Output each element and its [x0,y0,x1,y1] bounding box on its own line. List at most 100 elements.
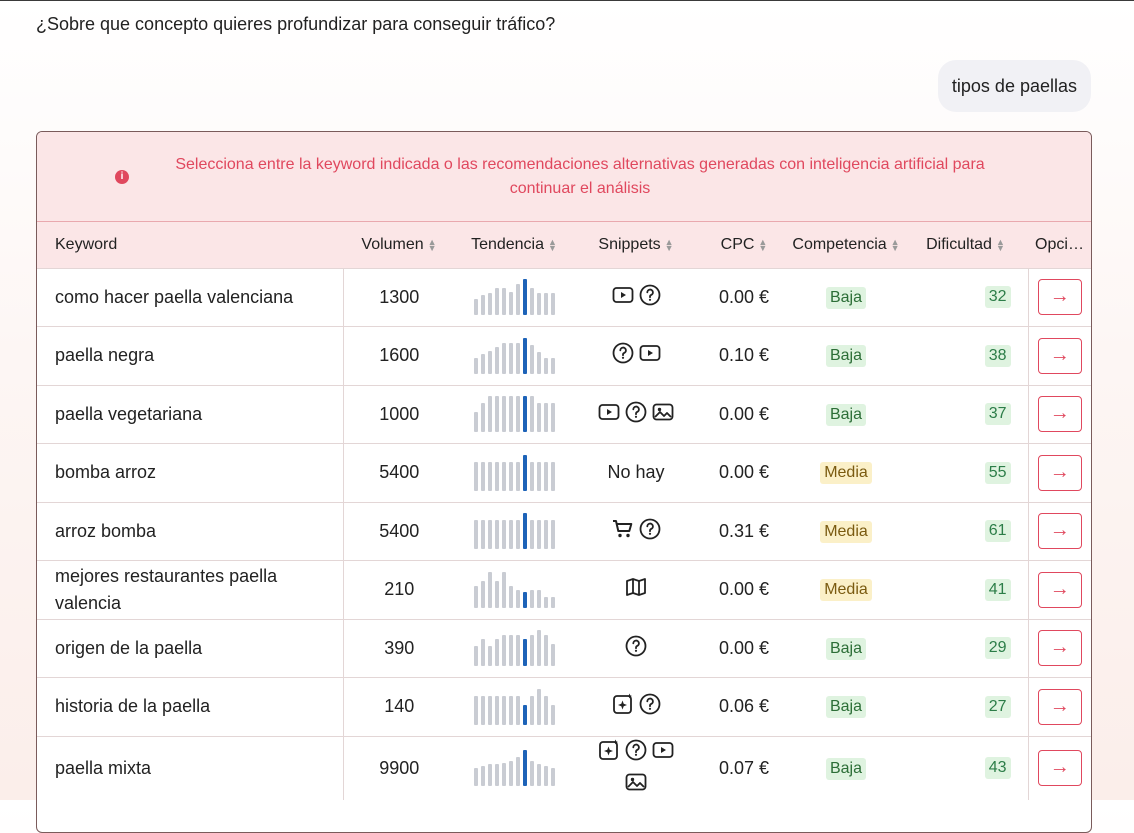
snippets-cell [573,619,699,678]
trend-sparkline [473,750,555,786]
trend-bar [522,337,527,374]
table-row: historia de la paella 140 0.06 € Baja 27… [37,677,1091,737]
difficulty-cell: 43 [903,736,1028,800]
sort-icon[interactable]: ▲ ▼ [664,236,674,253]
trend-bar [536,461,541,491]
snippets-group [596,517,676,546]
snippets-group [596,400,676,429]
video-snippet-icon [611,283,635,312]
keyword-cell: arroz bomba [37,502,344,561]
map-snippet-icon [624,575,648,604]
assistant-question: ¿Sobre que concepto quieres profundizar … [36,14,556,34]
trend-bar [494,288,499,316]
trend-bar [515,284,520,316]
select-keyword-button[interactable]: → [1037,571,1082,608]
competition-badge: Baja [825,286,867,309]
keyword-cell: historia de la paella [37,677,344,736]
keyword-cell: paella mixta [37,736,344,800]
keyword-cell: paella vegetariana [37,385,344,444]
table-row: paella vegetariana 1000 0.00 € Baja 37 → [37,385,1091,444]
options-cell: → [1027,385,1091,444]
trend-bar [515,589,520,608]
volume-cell: 390 [384,637,415,658]
trend-sparkline [473,396,555,433]
column-header-difficulty[interactable]: Dificultad ▲ ▼ [926,235,1005,253]
select-keyword-button[interactable]: → [1037,750,1082,786]
cpc-cell: 0.00 € [718,403,770,424]
arrow-right-icon: → [1049,636,1070,659]
trend-bar [515,461,520,491]
sort-icon[interactable]: ▲ ▼ [890,236,900,253]
competition-cell: Baja [789,619,903,678]
trend-bar [501,288,506,316]
competition-badge: Baja [825,345,867,368]
arrow-right-icon: → [1049,402,1070,425]
select-keyword-button[interactable]: → [1037,454,1082,491]
trend-bar [473,357,478,374]
sort-icon[interactable]: ▲ ▼ [548,236,557,253]
trend-bar [543,403,548,433]
sort-icon[interactable]: ▲ ▼ [995,236,1005,253]
video-snippet-icon [597,400,621,429]
column-header-volume[interactable]: Volumen ▲ ▼ [361,235,437,253]
column-header-snippets[interactable]: Snippets ▲ ▼ [598,235,674,253]
column-header-competition[interactable]: Competencia ▲ ▼ [792,235,900,253]
top-divider [0,0,1134,1]
trend-bar [515,695,520,725]
trend-bar [522,750,527,786]
competition-cell: Baja [789,327,903,386]
trend-cell [455,736,573,800]
trend-bar [494,346,499,374]
competition-badge: Media [820,520,872,543]
trend-cell [455,268,573,327]
cart-snippet-icon [611,517,635,546]
select-keyword-button[interactable]: → [1037,396,1082,433]
trend-bar [501,695,506,725]
trend-bar [508,761,513,786]
trend-bar [508,520,513,550]
options-cell: → [1027,326,1091,385]
trend-cell [455,678,573,737]
question-snippet-icon [638,692,662,721]
difficulty-badge: 55 [984,461,1011,484]
trend-bar [522,639,527,667]
difficulty-cell: 29 [903,619,1028,678]
trend-bar [494,695,499,725]
difficulty-badge: 41 [984,578,1011,601]
trend-bar [515,342,520,374]
select-keyword-button[interactable]: → [1037,337,1082,374]
volume-cell: 1600 [379,345,420,366]
trend-bar [473,768,478,786]
table-row: mejores restaurantes paella valencia 210… [37,560,1091,620]
options-cell: → [1027,677,1091,736]
column-header-trend[interactable]: Tendencia ▲ ▼ [471,235,557,253]
trend-bar [487,520,492,550]
select-keyword-button[interactable]: → [1037,279,1082,316]
trend-bar [536,630,541,667]
volume-cell: 9900 [379,757,420,778]
trend-bar [480,520,485,550]
select-keyword-button[interactable]: → [1037,688,1082,725]
snippets-cell [573,561,699,620]
volume-cell: 5400 [379,462,420,483]
snippets-group [596,634,676,663]
table-row: arroz bomba 5400 0.31 € Media 61 → [37,502,1091,561]
keyword-cell: bomba arroz [37,443,344,502]
volume-cell: 1000 [379,403,420,424]
trend-bar [550,644,555,667]
trend-bar [550,520,555,550]
sort-icon[interactable]: ▲ ▼ [427,236,437,253]
cpc-cell: 0.00 € [718,637,770,658]
column-header-cpc[interactable]: CPC ▲ ▼ [720,235,768,253]
cpc-cell: 0.00 € [718,286,770,307]
snippets-group [596,283,676,312]
trend-bar [473,520,478,550]
select-keyword-button[interactable]: → [1037,513,1082,550]
trend-bar [529,344,534,374]
trend-bar [480,403,485,433]
trend-bar [543,293,548,316]
volume-cell: 1300 [379,286,420,307]
sort-icon[interactable]: ▲ ▼ [758,236,768,253]
select-keyword-button[interactable]: → [1037,630,1082,667]
column-header-options: Opci… [1035,235,1084,253]
